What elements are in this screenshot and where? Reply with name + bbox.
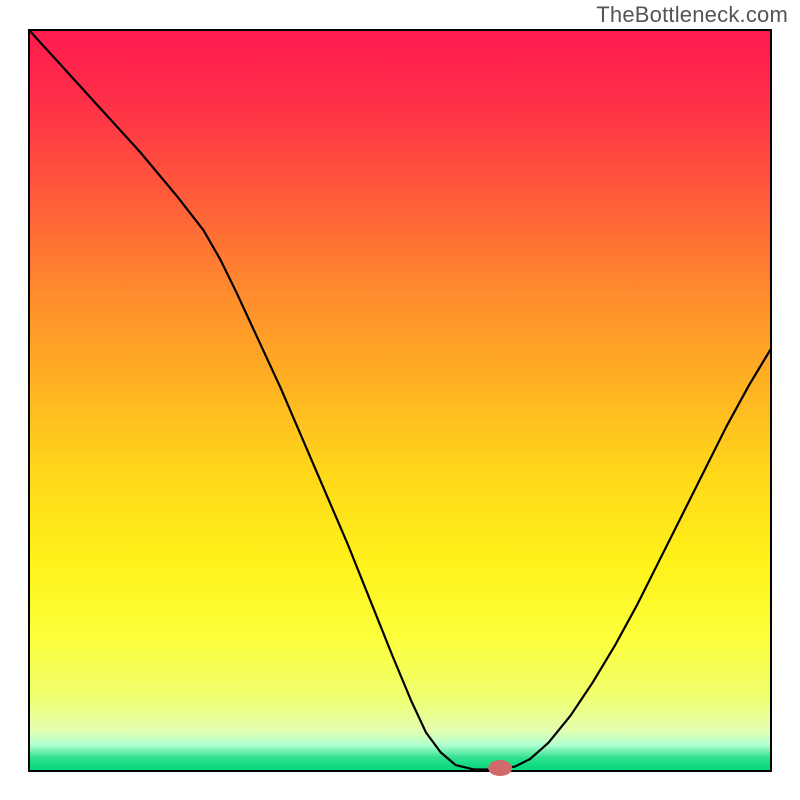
bottleneck-chart: TheBottleneck.com: [0, 0, 800, 800]
chart-svg: [0, 0, 800, 800]
watermark-text: TheBottleneck.com: [596, 2, 788, 28]
optimal-marker: [488, 760, 512, 776]
plot-background: [29, 30, 771, 771]
